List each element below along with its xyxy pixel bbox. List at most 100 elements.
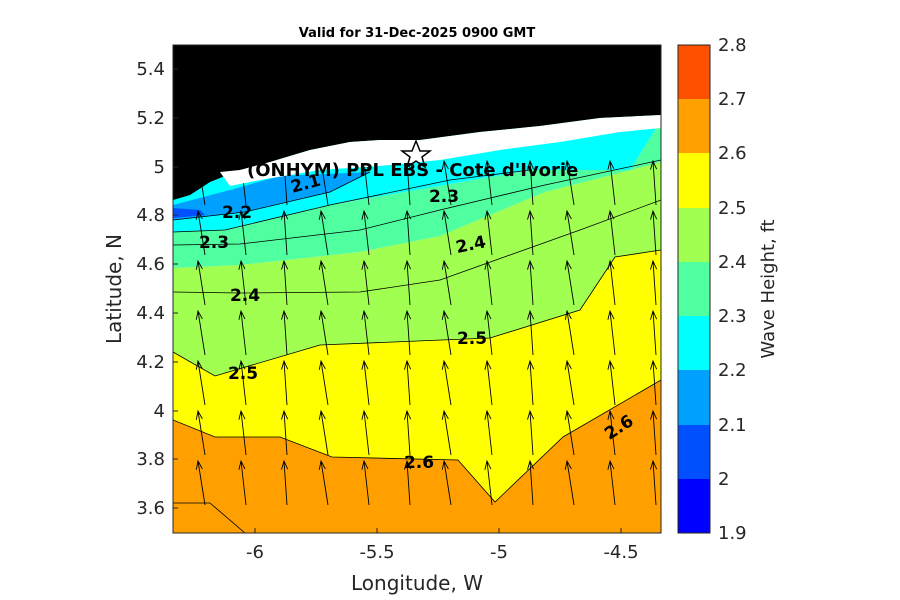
wave-direction-arrow: [404, 359, 412, 406]
wave-direction-arrow: [318, 309, 329, 356]
wave-direction-arrow: [195, 209, 206, 256]
wave-direction-arrow: [607, 159, 616, 206]
plot-area: (ONHYM) PPL EBS - Cote d'Ivorie 2.1 2.2 …: [172, 44, 662, 534]
wave-direction-arrow: [527, 409, 535, 456]
contour-line-2.3: [173, 159, 661, 246]
wave-direction-arrow: [607, 409, 616, 456]
wave-direction-arrow: [650, 159, 658, 206]
wave-direction-arrow: [404, 209, 412, 256]
contour-line-2.6: [173, 379, 661, 503]
colorbar-tick-label: 1.9: [718, 523, 747, 544]
colorbar-tick-label: 2: [718, 469, 729, 490]
wave-direction-arrow: [484, 459, 493, 506]
x-tick-label: -4.5: [603, 542, 638, 563]
land-mask: [173, 45, 661, 200]
wave-direction-arrow: [195, 259, 206, 306]
wave-direction-arrow: [527, 209, 535, 256]
colorbar-frame: [677, 44, 711, 534]
wave-direction-arrow: [564, 359, 575, 406]
contour-line-2.7: [173, 502, 246, 533]
x-tick-label: -5.5: [359, 542, 394, 563]
wave-direction-arrow: [607, 259, 616, 306]
band-2.3-2.4: [173, 120, 661, 268]
contour-line-2.4: [173, 199, 661, 294]
contour-label-2.3-west: 2.3: [199, 233, 229, 253]
wave-direction-arrow: [441, 409, 452, 456]
wave-direction-arrow: [441, 209, 452, 256]
wave-direction-arrow: [281, 359, 289, 406]
site-label: (ONHYM) PPL EBS - Cote d'Ivorie: [247, 160, 578, 181]
colorbar: 1.9 2 2.1 2.2 2.3 2.4 2.5 2.6 2.7 2.8 Wa…: [677, 35, 779, 544]
y-tick-label: 3.8: [136, 449, 165, 470]
colorbar-title: Wave Height, ft: [758, 219, 779, 358]
wave-direction-arrow: [650, 459, 658, 506]
wave-direction-arrow: [650, 359, 658, 406]
wave-direction-arrow: [361, 309, 370, 356]
y-tick-label: 5.2: [136, 108, 165, 129]
colorbar-segment: [678, 45, 710, 99]
colorbar-tick-label: 2.6: [718, 143, 747, 164]
contour-line-2.2: [173, 169, 531, 233]
y-axis: 3.6 3.8 4 4.2 4.4 4.6 4.8 5 5.2 5.4 Lati…: [102, 59, 178, 519]
wave-direction-arrow: [195, 359, 206, 406]
chart-title: Valid for 31-Dec-2025 0900 GMT: [299, 26, 536, 41]
colorbar-tick-label: 2.1: [718, 415, 747, 436]
wave-direction-arrow: [361, 259, 370, 306]
wave-direction-arrow: [238, 309, 247, 356]
x-axis: -6 -5.5 -5 -4.5 Longitude, W: [246, 528, 639, 595]
band-2.5-2.6: [173, 250, 661, 502]
wave-direction-arrow: [527, 259, 535, 306]
wave-direction-arrow: [195, 459, 206, 506]
wave-direction-arrow: [564, 209, 575, 256]
contour-label-2.4-west: 2.4: [230, 286, 260, 306]
wave-direction-arrow: [607, 209, 616, 256]
contour-line-2.1: [173, 171, 371, 221]
y-tick-label: 5: [154, 157, 165, 178]
wave-direction-arrow: [361, 459, 370, 506]
x-tick-label: -6: [246, 542, 264, 563]
colorbar-segment: [678, 208, 710, 262]
wave-direction-arrow: [404, 409, 412, 456]
wave-direction-arrow: [281, 259, 289, 306]
wave-direction-arrow: [195, 309, 206, 356]
wave-direction-arrow: [650, 309, 658, 356]
coastline-band: [220, 115, 661, 186]
y-tick-label: 5.4: [136, 59, 165, 80]
band-2.1-2.2: [173, 172, 370, 220]
wave-direction-arrow: [484, 359, 493, 406]
wave-direction-arrow: [404, 459, 412, 506]
colorbar-segment: [678, 153, 710, 208]
y-tick-label: 4.2: [136, 352, 165, 373]
wave-direction-arrow: [484, 209, 493, 256]
wave-direction-arrow: [564, 459, 575, 506]
wave-direction-arrow: [195, 409, 206, 456]
colorbar-tick-label: 2.3: [718, 306, 747, 327]
wave-direction-arrow: [564, 259, 575, 306]
colorbar-tick-label: 2.5: [718, 198, 747, 219]
wave-direction-arrow: [281, 459, 289, 506]
wave-direction-arrow: [318, 409, 329, 456]
y-axis-title: Latitude, N: [102, 234, 126, 344]
wave-direction-arrow: [441, 159, 452, 206]
wave-direction-arrow: [238, 209, 247, 256]
colorbar-segment: [678, 479, 710, 533]
wave-direction-arrow: [527, 309, 535, 356]
x-tick-label: -5: [490, 542, 508, 563]
y-tick-label: 4.4: [136, 303, 165, 324]
x-axis-title: Longitude, W: [351, 571, 483, 595]
y-tick-label: 4.8: [136, 205, 165, 226]
wave-direction-arrow: [650, 259, 658, 306]
wave-direction-arrow: [281, 309, 289, 356]
wave-direction-arrow: [564, 309, 575, 356]
wave-direction-arrow: [484, 159, 493, 206]
wave-direction-arrow: [238, 359, 247, 406]
wave-direction-arrow: [607, 309, 616, 356]
wave-direction-arrow: [527, 159, 535, 206]
wave-direction-arrow: [650, 209, 658, 256]
wave-direction-arrows: [195, 159, 658, 506]
contour-label-2.5-east: 2.5: [457, 329, 487, 349]
wave-direction-arrow: [650, 409, 658, 456]
wave-direction-arrow: [361, 209, 370, 256]
colorbar-tick-label: 2.4: [718, 252, 747, 273]
